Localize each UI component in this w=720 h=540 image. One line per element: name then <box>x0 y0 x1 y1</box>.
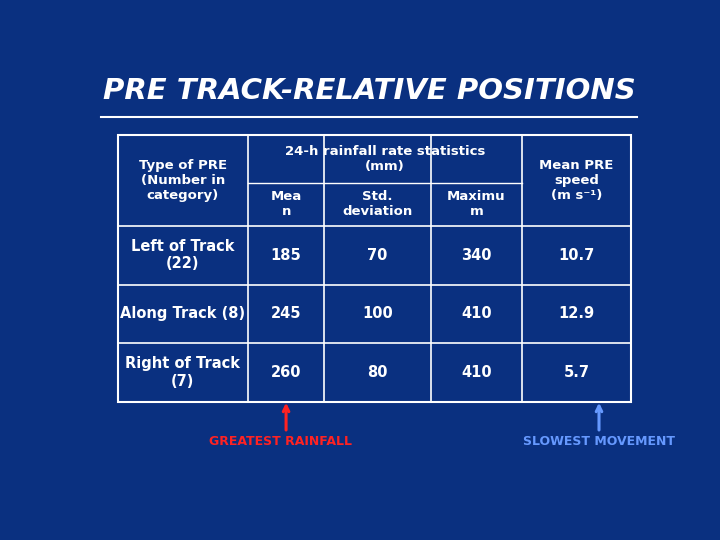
Text: Right of Track
(7): Right of Track (7) <box>125 356 240 388</box>
Text: Std.
deviation: Std. deviation <box>343 190 413 218</box>
Text: GREATEST RAINFALL: GREATEST RAINFALL <box>209 435 352 448</box>
Text: 80: 80 <box>367 365 388 380</box>
Text: 185: 185 <box>271 248 302 263</box>
Text: 410: 410 <box>461 306 492 321</box>
Text: 10.7: 10.7 <box>559 248 595 263</box>
Text: 245: 245 <box>271 306 301 321</box>
Text: 24-h rainfall rate statistics
(mm): 24-h rainfall rate statistics (mm) <box>284 145 485 173</box>
Text: 340: 340 <box>461 248 492 263</box>
Text: Maximu
m: Maximu m <box>447 190 505 218</box>
Text: Mea
n: Mea n <box>271 190 302 218</box>
Text: PRE TRACK-RELATIVE POSITIONS: PRE TRACK-RELATIVE POSITIONS <box>103 77 635 105</box>
Text: 410: 410 <box>461 365 492 380</box>
Text: Left of Track
(22): Left of Track (22) <box>131 239 235 272</box>
Text: 260: 260 <box>271 365 301 380</box>
Text: 5.7: 5.7 <box>564 365 590 380</box>
Text: Along Track (8): Along Track (8) <box>120 306 246 321</box>
Text: Type of PRE
(Number in
category): Type of PRE (Number in category) <box>139 159 227 202</box>
Text: SLOWEST MOVEMENT: SLOWEST MOVEMENT <box>523 435 675 448</box>
Text: 70: 70 <box>367 248 387 263</box>
Text: Mean PRE
speed
(m s⁻¹): Mean PRE speed (m s⁻¹) <box>539 159 614 202</box>
Text: 100: 100 <box>362 306 393 321</box>
Text: 12.9: 12.9 <box>559 306 595 321</box>
